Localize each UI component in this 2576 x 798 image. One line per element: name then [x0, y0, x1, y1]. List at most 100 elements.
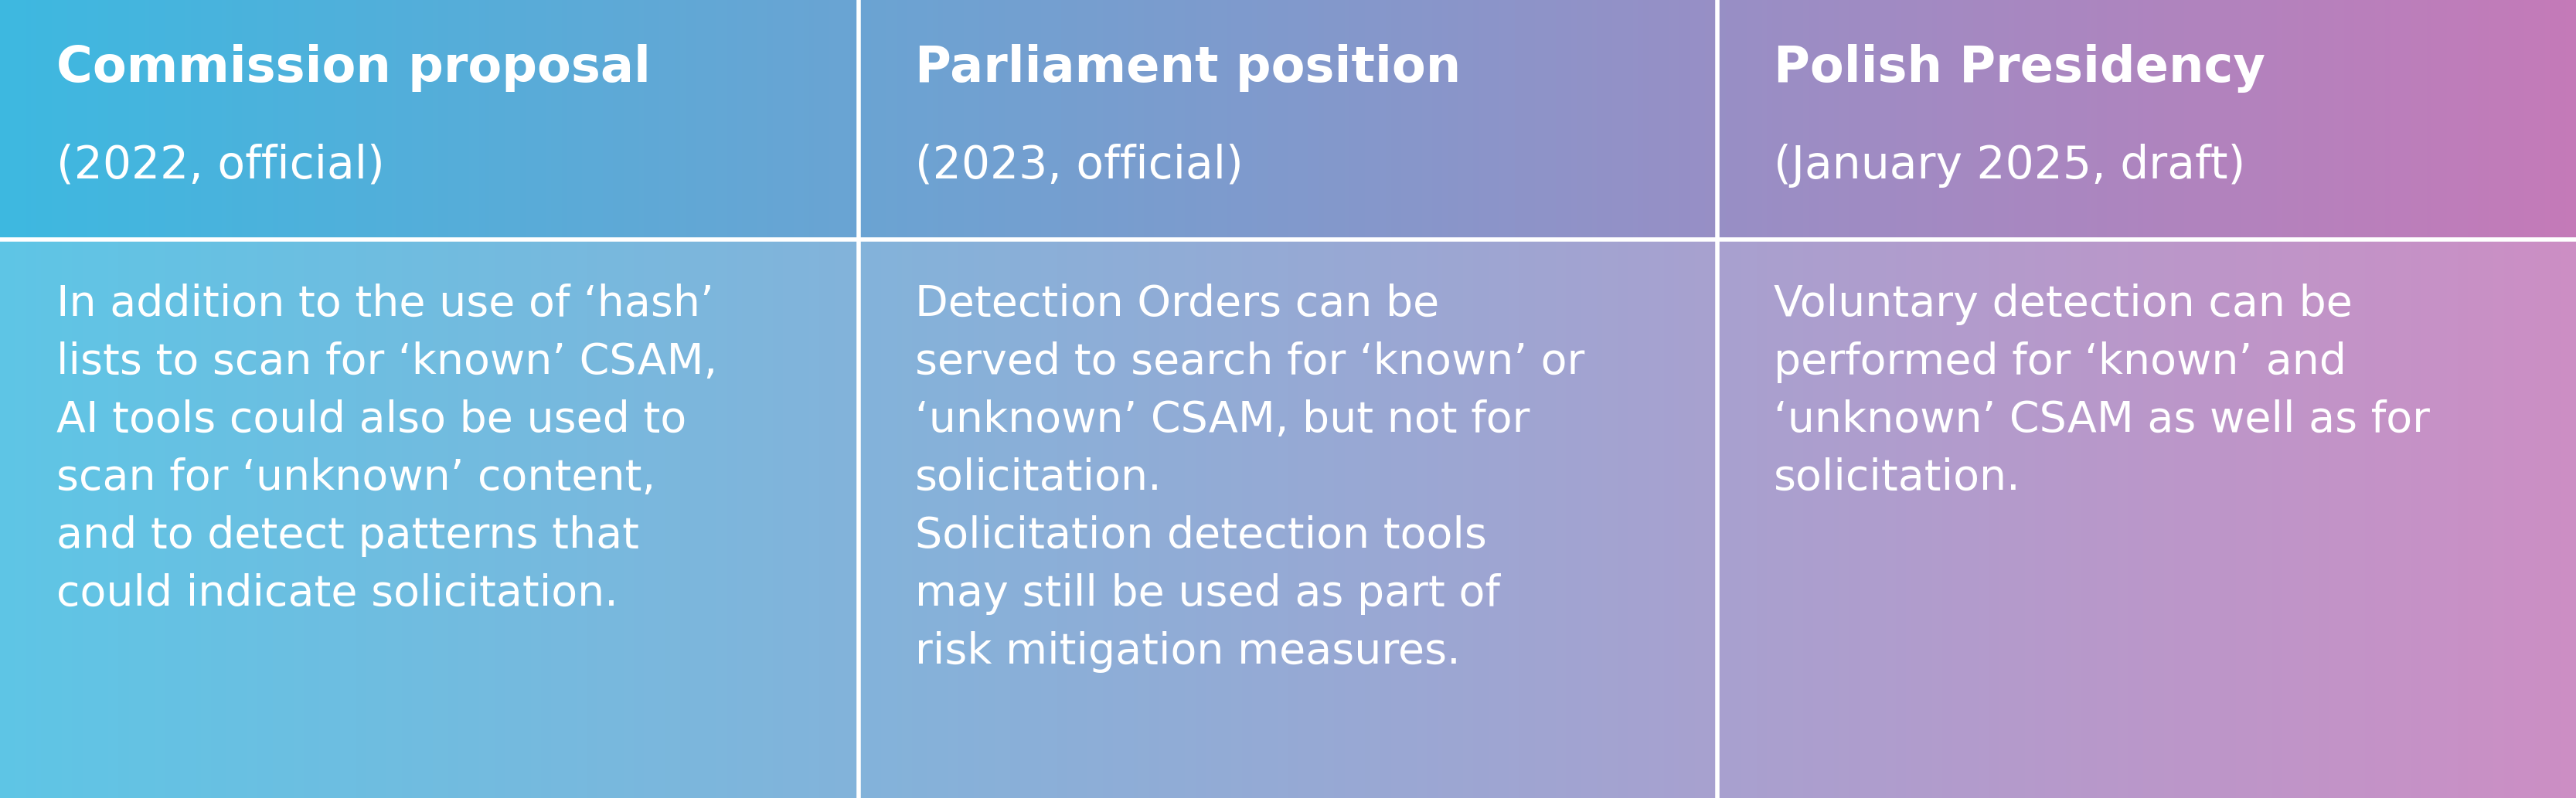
Bar [1540, 239, 1546, 798]
Bar [2303, 239, 2311, 798]
Bar [1350, 239, 1355, 798]
Bar [422, 0, 428, 239]
Bar [1211, 0, 1218, 239]
Bar [984, 0, 992, 239]
Bar [1850, 239, 1855, 798]
Bar [1803, 239, 1811, 798]
Bar [139, 0, 147, 239]
Bar [397, 0, 404, 239]
Bar [1819, 0, 1824, 239]
Bar [1757, 0, 1765, 239]
Bar [41, 239, 49, 798]
Bar [819, 0, 824, 239]
Bar [1036, 239, 1041, 798]
Bar [417, 239, 422, 798]
Bar [659, 0, 665, 239]
Bar [2210, 239, 2215, 798]
Bar [788, 239, 796, 798]
Bar [2009, 0, 2017, 239]
Bar [1613, 239, 1620, 798]
Bar [0, 239, 5, 798]
Bar [428, 239, 433, 798]
Bar [1046, 0, 1054, 239]
Bar [665, 0, 670, 239]
Bar [2009, 239, 2017, 798]
Bar [2447, 0, 2455, 239]
Bar [2184, 0, 2190, 239]
Bar [1880, 239, 1886, 798]
Bar [835, 0, 840, 239]
Bar [2406, 0, 2414, 239]
Bar [1293, 0, 1298, 239]
Bar [845, 239, 850, 798]
Bar [1628, 0, 1636, 239]
Bar [1551, 0, 1556, 239]
Bar [829, 0, 837, 239]
Bar [747, 239, 752, 798]
Bar [1036, 0, 1041, 239]
Bar [1747, 239, 1754, 798]
Bar [1056, 239, 1064, 798]
Bar [1623, 239, 1631, 798]
Bar [922, 239, 927, 798]
Bar [2277, 239, 2285, 798]
Bar [2241, 0, 2246, 239]
Bar [1309, 239, 1314, 798]
Bar [2391, 0, 2398, 239]
Bar [1649, 0, 1654, 239]
Bar [1577, 239, 1582, 798]
Bar [1386, 0, 1391, 239]
Bar [1525, 0, 1530, 239]
Bar [170, 0, 175, 239]
Bar [1886, 0, 1891, 239]
Bar [969, 239, 976, 798]
Bar [1535, 239, 1540, 798]
Bar [536, 239, 544, 798]
Bar [2391, 239, 2398, 798]
Bar [1520, 239, 1525, 798]
Bar [227, 239, 232, 798]
Text: (2023, official): (2023, official) [914, 144, 1244, 188]
Bar [1303, 239, 1309, 798]
Bar [546, 239, 554, 798]
Bar [1597, 239, 1602, 798]
Bar [10, 0, 18, 239]
Bar [963, 0, 969, 239]
Bar [603, 0, 611, 239]
Bar [526, 239, 533, 798]
Bar [2401, 239, 2409, 798]
Bar [912, 239, 917, 798]
Bar [495, 239, 502, 798]
Bar [2468, 239, 2476, 798]
Bar [1855, 239, 1860, 798]
Bar [1293, 239, 1298, 798]
Bar [2004, 239, 2012, 798]
Bar [304, 239, 312, 798]
Bar [1200, 239, 1208, 798]
Bar [1643, 239, 1651, 798]
Bar [891, 239, 899, 798]
Bar [1504, 239, 1510, 798]
Bar [2251, 239, 2257, 798]
Bar [886, 0, 894, 239]
Bar [149, 239, 157, 798]
Bar [1221, 239, 1229, 798]
Bar [1072, 0, 1079, 239]
Bar [860, 0, 866, 239]
Bar [232, 0, 237, 239]
Bar [2061, 0, 2069, 239]
Bar [2478, 0, 2483, 239]
Bar [294, 0, 299, 239]
Bar [469, 239, 474, 798]
Bar [134, 239, 142, 798]
Bar [1334, 0, 1340, 239]
Bar [2354, 0, 2362, 239]
Bar [876, 239, 881, 798]
Bar [227, 0, 232, 239]
Bar [2226, 239, 2231, 798]
Bar [1499, 239, 1504, 798]
Bar [2370, 239, 2378, 798]
Bar [1381, 0, 1386, 239]
Bar [829, 239, 837, 798]
Bar [2025, 0, 2032, 239]
